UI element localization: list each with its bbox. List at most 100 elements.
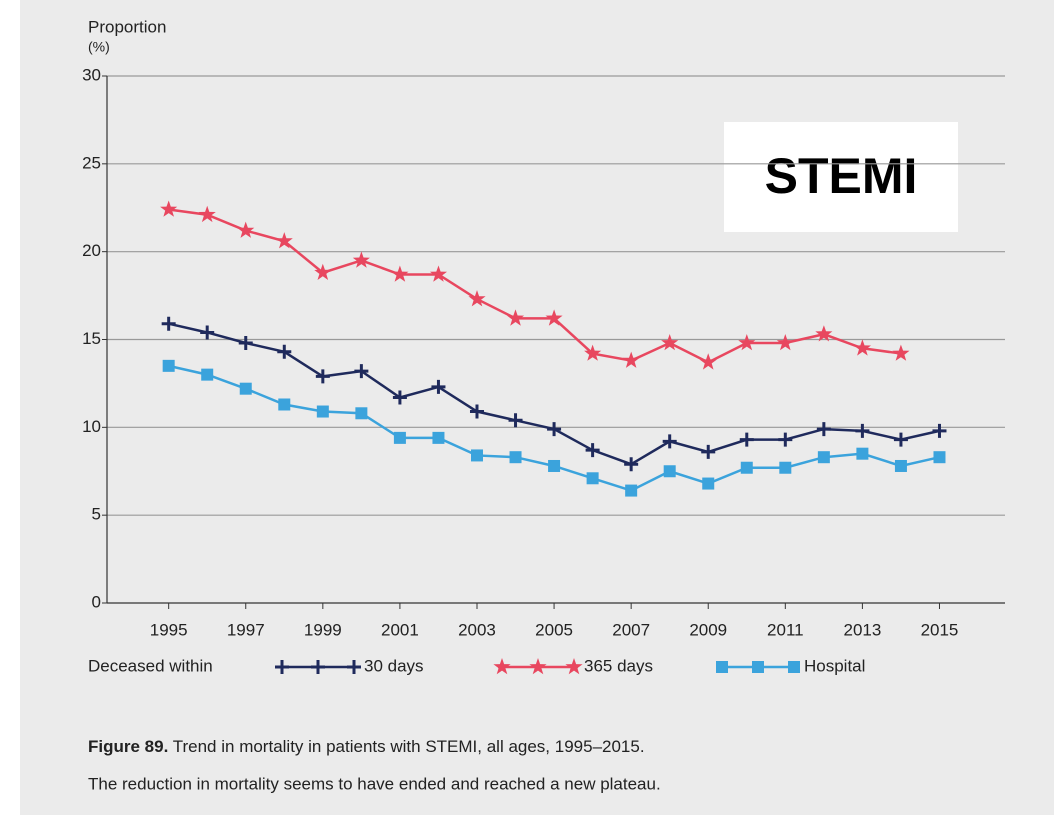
marker	[160, 200, 178, 217]
y-tick-label: 30	[82, 65, 101, 84]
x-tick-label: 1997	[227, 620, 265, 639]
marker	[201, 368, 214, 381]
x-tick-label: 2005	[535, 620, 573, 639]
marker	[739, 432, 754, 447]
marker	[853, 339, 871, 356]
marker	[393, 431, 406, 444]
marker	[933, 451, 946, 464]
marker	[468, 290, 486, 307]
marker	[493, 658, 511, 675]
y-tick-label: 15	[82, 329, 101, 348]
marker	[663, 465, 676, 478]
marker	[161, 316, 176, 331]
caption: Figure 89. Trend in mortality in patient…	[88, 737, 645, 756]
marker	[788, 661, 800, 673]
marker	[352, 251, 370, 268]
marker	[429, 265, 447, 282]
y-axis-label: Proportion	[88, 17, 166, 36]
legend-label: 30 days	[364, 656, 424, 675]
marker	[565, 658, 583, 675]
y-tick-label: 20	[82, 241, 101, 260]
caption-label: Figure 89.	[88, 737, 168, 756]
marker	[893, 432, 908, 447]
marker	[278, 398, 291, 411]
x-tick-label: 1995	[150, 620, 188, 639]
marker	[585, 443, 600, 458]
marker	[431, 379, 446, 394]
marker	[779, 461, 792, 474]
marker	[548, 459, 561, 472]
y-tick-label: 0	[92, 592, 101, 611]
marker	[275, 232, 293, 249]
marker	[547, 422, 562, 437]
marker	[347, 660, 361, 674]
marker	[778, 432, 793, 447]
annotation: STEMI	[765, 148, 918, 204]
marker	[622, 351, 640, 368]
marker	[469, 404, 484, 419]
marker	[314, 263, 332, 280]
marker	[716, 661, 728, 673]
x-tick-label: 2009	[689, 620, 727, 639]
marker	[200, 325, 215, 340]
y-tick-label: 25	[82, 153, 101, 172]
marker	[776, 334, 794, 351]
marker	[391, 265, 409, 282]
marker	[702, 477, 715, 490]
marker	[198, 205, 216, 223]
marker	[354, 364, 369, 379]
y-tick-label: 10	[82, 417, 101, 436]
marker	[699, 353, 717, 370]
x-tick-label: 2007	[612, 620, 650, 639]
marker	[239, 382, 252, 395]
x-tick-label: 2015	[921, 620, 959, 639]
marker	[509, 451, 522, 464]
marker	[237, 221, 255, 238]
marker	[508, 413, 523, 428]
marker	[738, 334, 756, 351]
legend-label: 365 days	[584, 656, 653, 675]
marker	[815, 325, 833, 342]
marker	[701, 444, 716, 459]
marker	[315, 369, 330, 384]
marker	[238, 336, 253, 351]
marker	[932, 423, 947, 438]
y-axis-unit: (%)	[88, 39, 110, 55]
series-line	[168, 208, 902, 364]
annotation-box	[724, 122, 958, 232]
marker	[855, 423, 870, 438]
marker	[816, 422, 831, 437]
x-tick-label: 2013	[843, 620, 881, 639]
x-tick-label: 2001	[381, 620, 419, 639]
legend-label: Hospital	[804, 656, 865, 675]
x-tick-label: 1999	[304, 620, 342, 639]
marker	[586, 472, 599, 485]
marker	[625, 484, 638, 497]
marker	[392, 390, 407, 405]
x-tick-label: 2011	[767, 620, 804, 639]
x-tick-label: 2003	[458, 620, 496, 639]
marker	[624, 457, 639, 472]
marker	[894, 459, 907, 472]
marker	[432, 431, 445, 444]
marker	[277, 344, 292, 359]
marker	[529, 658, 547, 675]
marker	[507, 309, 525, 326]
marker	[740, 461, 753, 474]
marker	[316, 405, 329, 418]
marker	[470, 449, 483, 462]
marker	[752, 661, 764, 673]
marker	[662, 434, 677, 449]
y-tick-label: 5	[92, 505, 101, 524]
marker	[856, 447, 869, 460]
marker	[275, 660, 289, 674]
marker	[545, 309, 563, 326]
legend-title: Deceased within	[88, 656, 213, 675]
marker	[355, 407, 368, 420]
caption-text: Trend in mortality in patients with STEM…	[173, 737, 645, 756]
marker	[892, 344, 910, 361]
marker	[311, 660, 325, 674]
caption-note: The reduction in mortality seems to have…	[88, 774, 661, 793]
marker	[817, 451, 830, 464]
